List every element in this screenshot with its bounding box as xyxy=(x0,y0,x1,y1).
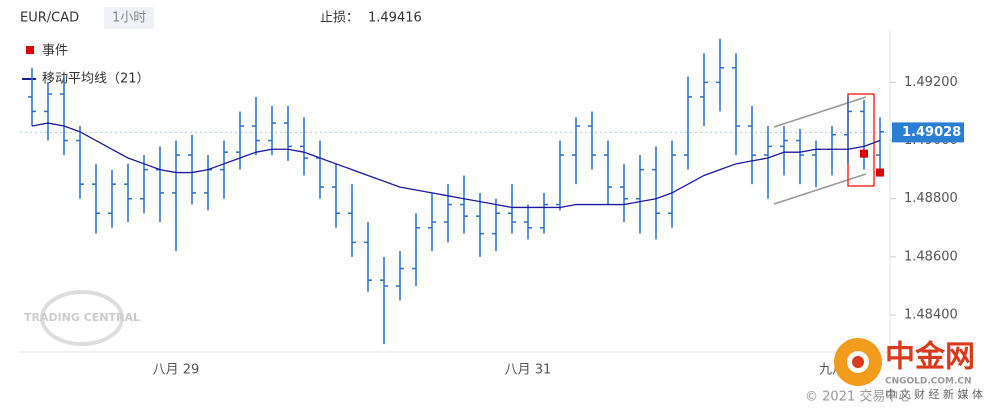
y-tick-label: 1.48800 xyxy=(904,191,958,206)
x-tick-label: 八月 31 xyxy=(505,363,552,378)
legend-ma: 移动平均线（21） xyxy=(42,72,150,87)
y-tick-label: 1.49200 xyxy=(904,75,958,90)
watermark-text: TRADING CENTRAL xyxy=(24,311,140,324)
timeframe-box[interactable] xyxy=(104,7,154,29)
x-tick-label: 八月 29 xyxy=(153,363,200,378)
legend-event-swatch xyxy=(26,46,34,54)
symbol: EUR/CAD xyxy=(20,11,79,26)
event-marker xyxy=(860,149,868,158)
stop-loss-value: 1.49416 xyxy=(368,11,422,26)
last-price-box xyxy=(892,122,964,143)
watermark-cngold: 中金网 CNGOLD.COM.CN 中 文 财 经 新 媒 体 xyxy=(834,338,983,401)
watermark-brand: 中金网 xyxy=(885,340,975,375)
watermark-slogan: 中 文 财 经 新 媒 体 xyxy=(885,387,983,401)
legend-event: 事件 xyxy=(42,44,68,59)
y-tick-label: 1.48400 xyxy=(904,308,958,323)
y-tick-label: 1.48600 xyxy=(904,249,958,264)
watermark-domain: CNGOLD.COM.CN xyxy=(885,377,972,387)
copyright: © 2021 交易中心 xyxy=(805,389,911,405)
channel-line xyxy=(773,173,867,205)
watermark-tc: TRADING CENTRAL xyxy=(24,290,140,346)
moving-average xyxy=(31,122,881,209)
channel-line xyxy=(773,96,867,128)
event-marker xyxy=(876,168,884,177)
stop-loss-label: 止损： xyxy=(320,11,359,26)
last-price-label: 1.49028 xyxy=(902,125,961,140)
watermark-ring xyxy=(40,290,124,346)
timeframe[interactable]: 1小时 xyxy=(112,11,146,26)
logo-dot xyxy=(852,356,864,368)
